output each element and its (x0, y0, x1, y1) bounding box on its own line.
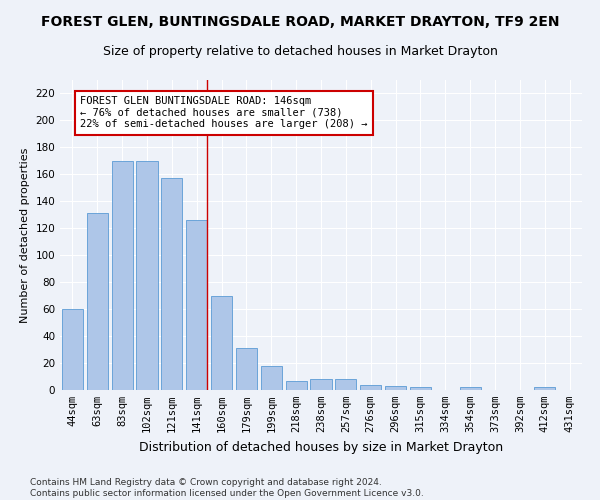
Text: FOREST GLEN, BUNTINGSDALE ROAD, MARKET DRAYTON, TF9 2EN: FOREST GLEN, BUNTINGSDALE ROAD, MARKET D… (41, 15, 559, 29)
Bar (211, 296, 232, 390)
Bar (460, 388, 481, 390)
Bar (136, 161, 158, 390)
Bar (261, 366, 282, 390)
Text: FOREST GLEN BUNTINGSDALE ROAD: 146sqm
← 76% of detached houses are smaller (738): FOREST GLEN BUNTINGSDALE ROAD: 146sqm ← … (80, 96, 367, 130)
Bar (534, 388, 555, 390)
Bar (360, 384, 381, 390)
Text: Contains HM Land Registry data © Crown copyright and database right 2024.
Contai: Contains HM Land Registry data © Crown c… (30, 478, 424, 498)
Bar (236, 348, 257, 390)
Y-axis label: Number of detached properties: Number of detached properties (20, 148, 30, 322)
Bar (385, 386, 406, 390)
Bar (310, 379, 332, 390)
Bar (186, 220, 207, 390)
Bar (112, 161, 133, 390)
Bar (62, 309, 83, 390)
Bar (161, 178, 182, 390)
Text: Size of property relative to detached houses in Market Drayton: Size of property relative to detached ho… (103, 45, 497, 58)
X-axis label: Distribution of detached houses by size in Market Drayton: Distribution of detached houses by size … (139, 440, 503, 454)
Bar (410, 388, 431, 390)
Bar (87, 214, 108, 390)
Bar (335, 379, 356, 390)
Bar (286, 380, 307, 390)
